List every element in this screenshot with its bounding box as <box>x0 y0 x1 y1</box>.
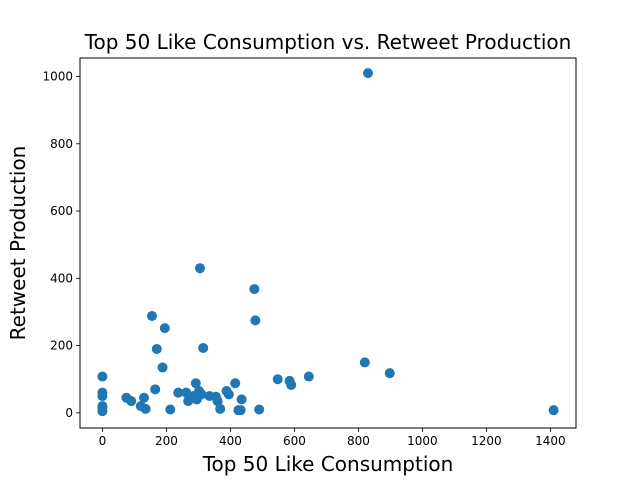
data-point <box>249 284 260 295</box>
data-point <box>97 391 108 402</box>
data-point <box>157 362 168 373</box>
points-layer <box>97 68 559 417</box>
y-tick-label: 600 <box>50 204 73 218</box>
y-tick-label: 1000 <box>42 70 73 84</box>
data-point <box>147 310 157 321</box>
data-point <box>150 384 161 395</box>
x-tick-label: 800 <box>347 434 370 448</box>
data-point <box>303 371 314 382</box>
y-tick-label: 800 <box>50 137 73 151</box>
data-point <box>236 394 247 405</box>
data-point <box>165 404 176 415</box>
y-axis-label: Retweet Production <box>6 146 30 341</box>
x-tick-label: 0 <box>99 434 107 448</box>
data-point <box>230 378 241 389</box>
data-point <box>286 379 297 390</box>
data-point <box>126 396 137 407</box>
data-point <box>272 374 283 385</box>
data-point <box>190 378 201 389</box>
data-point <box>97 371 108 382</box>
x-tick-label: 1000 <box>407 434 438 448</box>
chart-title: Top 50 Like Consumption vs. Retweet Prod… <box>84 30 572 54</box>
x-tick-label: 400 <box>219 434 242 448</box>
y-tick-label: 0 <box>65 406 73 420</box>
data-point <box>548 405 559 416</box>
data-point <box>359 357 370 368</box>
data-point <box>215 403 226 414</box>
data-point <box>384 368 395 379</box>
data-point <box>139 392 149 403</box>
data-point <box>140 403 151 414</box>
data-point <box>363 68 373 79</box>
x-axis: 0 200 400 600 800 1000 1200 1400 <box>99 428 566 448</box>
x-axis-label: Top 50 Like Consumption <box>202 452 454 476</box>
data-point <box>223 389 234 400</box>
data-point <box>195 263 205 274</box>
data-point <box>196 389 207 400</box>
y-tick-label: 200 <box>50 339 73 353</box>
data-point <box>151 343 162 354</box>
data-point <box>173 387 184 398</box>
y-tick-label: 400 <box>50 271 73 285</box>
data-point <box>97 406 108 417</box>
x-tick-label: 200 <box>155 434 178 448</box>
data-point <box>159 323 170 334</box>
x-tick-label: 1400 <box>535 434 566 448</box>
data-point <box>235 405 246 416</box>
data-point <box>254 404 265 415</box>
data-point <box>250 315 261 326</box>
y-axis: 0 200 400 600 800 1000 <box>42 70 80 420</box>
plot-area-frame <box>79 57 577 429</box>
x-tick-label: 600 <box>283 434 306 448</box>
x-tick-label: 1200 <box>471 434 502 448</box>
data-point <box>212 396 223 407</box>
data-point <box>198 342 209 353</box>
